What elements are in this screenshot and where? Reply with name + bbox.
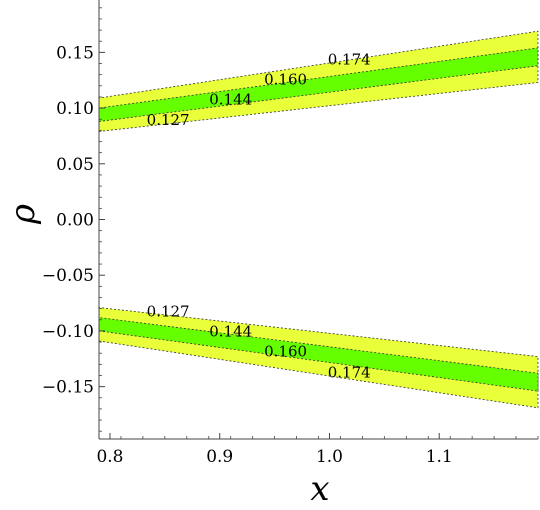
y-axis-title: ρ	[3, 204, 43, 225]
y-tick-label: 0.15	[56, 43, 94, 63]
x-axis-ticks: 0.8 0.9 1.0 1.1	[96, 433, 539, 467]
contour-label: 0.174	[328, 51, 371, 69]
x-tick-label: 0.9	[206, 447, 233, 467]
x-tick-label: 1.0	[316, 447, 343, 467]
x-tick-label: 1.1	[426, 447, 453, 467]
x-tick-label: 0.8	[96, 447, 123, 467]
contour-label: 0.144	[209, 322, 252, 340]
y-tick-label: −0.05	[42, 266, 94, 286]
contour-label: 0.160	[264, 343, 307, 361]
y-tick-label: −0.10	[42, 322, 94, 342]
y-tick-label: −0.15	[42, 378, 94, 398]
y-tick-label: 0.00	[56, 211, 94, 231]
contour-labels: 0.174 0.160 0.144 0.127 0.127 0.144 0.160 0.174	[147, 51, 371, 382]
y-axis-ticks: 0.15 0.10 0.05 0.00 −0.05 −0.10 −0.15	[42, 7, 105, 432]
y-tick-label: 0.10	[56, 99, 94, 119]
x-axis-title: x	[310, 469, 329, 509]
band-layer	[98, 30, 539, 409]
inner-band-upper	[98, 47, 539, 122]
contour-label: 0.127	[147, 302, 190, 320]
contour-label: 0.127	[147, 111, 190, 129]
contour-label: 0.160	[264, 71, 307, 89]
contour-label: 0.174	[328, 364, 371, 382]
y-tick-label: 0.05	[56, 155, 94, 175]
contour-label: 0.144	[209, 91, 252, 109]
inner-band-lower	[98, 317, 539, 392]
